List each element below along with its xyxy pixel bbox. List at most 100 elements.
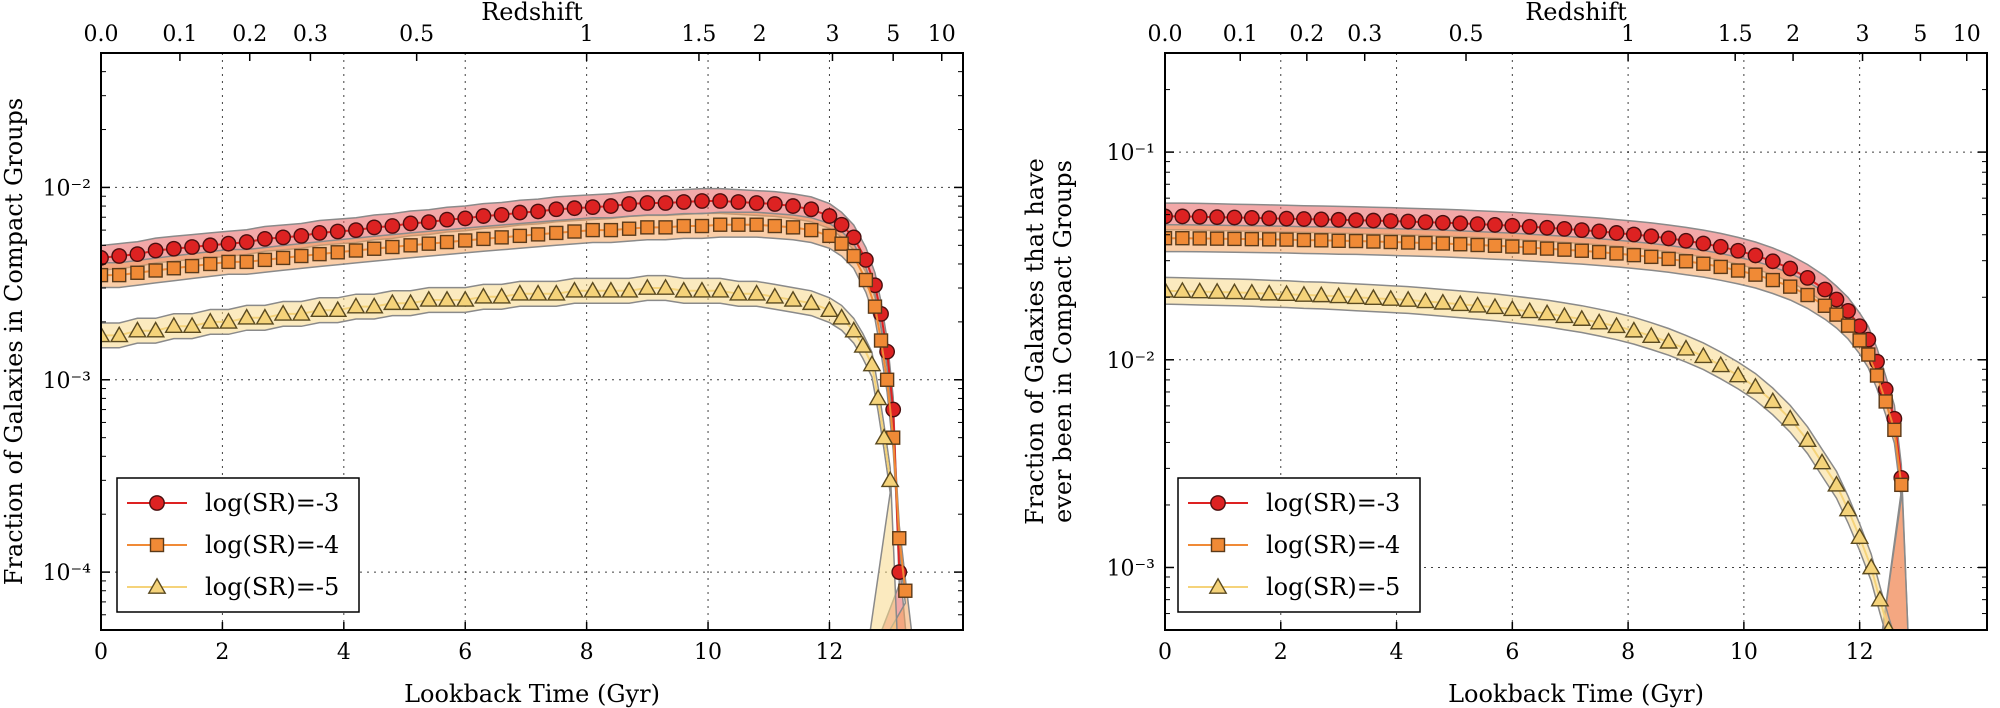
- data-point: [1799, 269, 1816, 286]
- data-point: [420, 214, 437, 231]
- data-point: [476, 231, 491, 247]
- x-tick-label: 4: [337, 640, 351, 665]
- data-point: [1573, 222, 1590, 239]
- data-point: [566, 200, 583, 217]
- data-point: [804, 222, 819, 238]
- data-point: [1505, 239, 1520, 254]
- data-point: [1746, 377, 1765, 394]
- data-point: [821, 208, 838, 224]
- data-point: [1243, 210, 1260, 226]
- data-point: [1574, 243, 1589, 258]
- x-tick-label: 10: [694, 640, 722, 665]
- data-point: [1261, 210, 1278, 227]
- data-point: [1852, 333, 1867, 348]
- data-point: [853, 336, 873, 353]
- redshift-tick-label: 5: [886, 22, 900, 47]
- data-point: [601, 281, 621, 298]
- data-point: [1348, 212, 1364, 229]
- data-point: [1416, 291, 1435, 309]
- data-point: [1608, 225, 1625, 241]
- legend-marker: [149, 495, 165, 511]
- data-point: [1279, 232, 1294, 247]
- data-point: [1487, 238, 1503, 253]
- x-axis-title: Lookback Time (Gyr): [404, 680, 660, 708]
- legend: log(SR)=-3 log(SR)=-4 log(SR)=-5: [116, 477, 360, 613]
- data-point: [275, 229, 292, 246]
- data-point: [346, 297, 366, 314]
- data-point: [1676, 339, 1696, 356]
- data-point: [166, 261, 182, 276]
- data-point: [1470, 237, 1485, 253]
- data-point: [237, 308, 257, 325]
- redshift-tick-label: 0.0: [84, 22, 119, 47]
- data-point: [165, 240, 182, 257]
- x-tick-label: 12: [1846, 640, 1874, 665]
- data-point: [291, 304, 311, 321]
- data-point: [512, 228, 528, 244]
- y-tick-label: 10⁻³: [43, 369, 91, 394]
- redshift-tick-label: 10: [928, 22, 956, 47]
- data-point: [1278, 210, 1295, 227]
- data-point: [1713, 259, 1728, 275]
- data-point: [785, 220, 801, 235]
- data-point: [640, 220, 655, 235]
- data-point: [492, 287, 512, 304]
- data-point: [1207, 282, 1227, 299]
- data-point: [1861, 557, 1881, 575]
- legend-label: log(SR)=-3: [205, 489, 339, 517]
- data-point: [1782, 279, 1798, 294]
- data-point: [1870, 590, 1890, 607]
- data-point: [1165, 230, 1173, 246]
- legend-label: log(SR)=-4: [1266, 531, 1400, 559]
- data-point: [384, 218, 401, 234]
- data-point: [437, 290, 457, 307]
- data-point: [1192, 231, 1207, 246]
- data-point: [366, 241, 382, 256]
- data-point: [748, 195, 765, 211]
- x-tick-label: 0: [94, 640, 108, 665]
- data-point: [548, 201, 565, 218]
- data-point: [1520, 301, 1540, 319]
- redshift-tick-label: 1: [1621, 22, 1635, 47]
- data-point: [109, 325, 129, 343]
- data-point: [1227, 231, 1242, 247]
- data-point: [1661, 251, 1676, 267]
- x-tick-label: 4: [1390, 640, 1404, 665]
- data-point: [1522, 240, 1537, 255]
- data-point: [1887, 422, 1902, 438]
- data-point: [1365, 212, 1382, 229]
- data-point: [421, 236, 437, 251]
- legend-label: log(SR)=-5: [1266, 573, 1400, 601]
- redshift-tick-label: 0.5: [1449, 22, 1484, 47]
- data-point: [1329, 286, 1349, 304]
- uncertainty-band: [101, 211, 913, 630]
- data-point: [294, 248, 309, 264]
- data-point: [621, 196, 638, 212]
- data-point: [867, 299, 883, 314]
- data-point: [1469, 216, 1486, 233]
- data-point: [1780, 409, 1800, 426]
- data-point: [885, 401, 902, 418]
- data-point: [238, 234, 255, 250]
- data-point: [1261, 232, 1277, 247]
- data-point: [783, 290, 803, 307]
- plot-area: [101, 53, 963, 630]
- data-point: [1572, 309, 1592, 326]
- legend-entry: log(SR)=-3: [127, 489, 339, 517]
- redshift-tick-label: 3: [1856, 22, 1870, 47]
- legend-marker: [1210, 537, 1226, 553]
- legend-marker: [1208, 577, 1228, 594]
- data-point: [712, 193, 729, 209]
- data-point: [674, 281, 694, 298]
- data-point: [1840, 318, 1856, 333]
- data-point: [1296, 232, 1312, 248]
- legend-entry: log(SR)=-4: [127, 531, 339, 559]
- data-point: [765, 287, 785, 304]
- data-point: [1383, 234, 1398, 250]
- data-point: [130, 265, 145, 280]
- legend-label: log(SR)=-5: [205, 573, 339, 601]
- data-point: [1209, 209, 1225, 226]
- data-point: [1589, 313, 1609, 330]
- uncertainty-band: [101, 274, 898, 630]
- data-point: [1712, 238, 1729, 255]
